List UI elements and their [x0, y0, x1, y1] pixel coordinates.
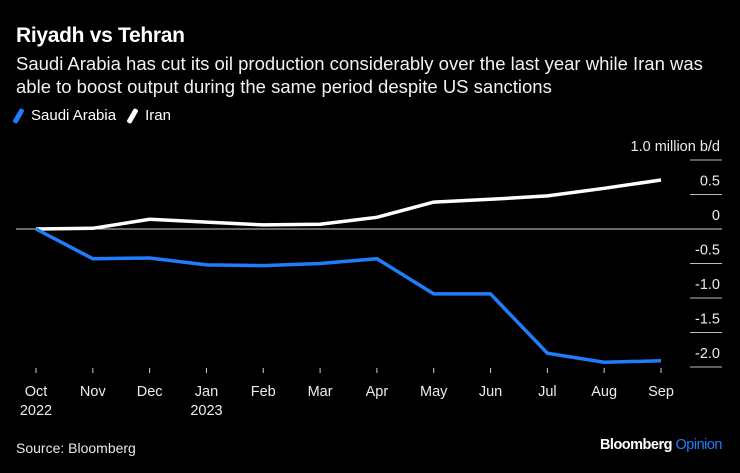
- x-tick-label: Mar: [308, 384, 333, 400]
- x-tick-label: May: [420, 384, 448, 400]
- brand-logo: Bloomberg Opinion: [599, 437, 723, 453]
- legend-label: Saudi Arabia: [31, 107, 117, 124]
- brand-sub: Opinion: [675, 437, 723, 453]
- x-tick-label: Aug: [591, 384, 617, 400]
- brand-main: Bloomberg: [599, 437, 673, 453]
- x-tick-sublabel: 2022: [20, 403, 52, 419]
- x-tick-label: Apr: [366, 384, 389, 400]
- x-tick-label: Feb: [251, 384, 276, 400]
- x-tick-label: Jul: [538, 384, 557, 400]
- y-tick-label: 1.0 million b/d: [631, 139, 720, 155]
- source-note: Source: Bloomberg: [16, 440, 136, 456]
- series-line-iran: [35, 178, 662, 231]
- legend-label: Iran: [145, 107, 171, 124]
- legend-item-iran: Iran: [126, 107, 171, 124]
- legend-item-saudi-arabia: Saudi Arabia: [12, 107, 117, 124]
- legend: Saudi Arabia Iran: [12, 107, 185, 124]
- x-tick-label: Jun: [479, 384, 502, 400]
- y-tick-label: -0.5: [695, 243, 720, 259]
- x-tick-sublabel: 2023: [190, 403, 222, 419]
- y-tick-label: -1.5: [695, 312, 720, 328]
- x-tick-label: Jan: [195, 384, 218, 400]
- chart-title: Riyadh vs Tehran: [16, 24, 185, 47]
- chart-subtitle: Saudi Arabia has cut its oil production …: [16, 53, 703, 97]
- x-tick-label: Nov: [80, 384, 107, 400]
- y-tick-label: 0.5: [700, 174, 720, 190]
- y-tick-label: 0: [712, 208, 720, 224]
- y-tick-label: -1.0: [695, 277, 720, 293]
- x-tick-label: Sep: [648, 384, 674, 400]
- x-tick-label: Dec: [137, 384, 163, 400]
- x-tick-label: Oct: [25, 384, 48, 400]
- series-line-saudi-arabia: [35, 227, 662, 364]
- y-tick-label: -2.0: [695, 346, 720, 362]
